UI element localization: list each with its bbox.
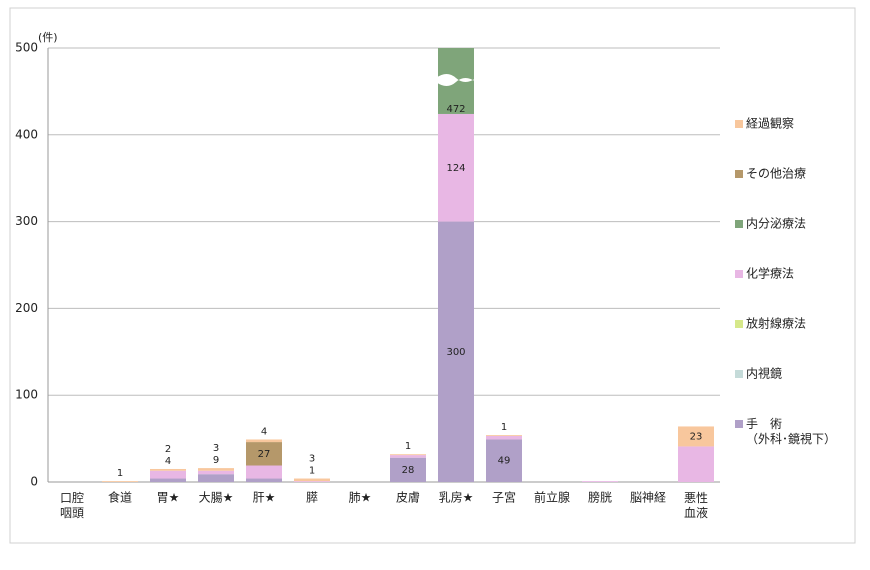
value-label: 300 xyxy=(446,347,465,358)
value-label: 27 xyxy=(258,449,271,460)
legend-swatch xyxy=(735,420,743,428)
legend-label: 放射線療法 xyxy=(746,316,806,331)
axis-break xyxy=(436,74,476,86)
legend-label: 内視鏡 xyxy=(746,366,782,381)
value-label: 1 xyxy=(501,422,507,433)
x-tick-label: 大腸★ xyxy=(199,491,234,505)
x-tick-label: 口腔咽頭 xyxy=(60,490,84,520)
value-label: 23 xyxy=(690,431,703,442)
bar-segment xyxy=(678,426,714,447)
bar-segment xyxy=(150,470,186,479)
bar-segment xyxy=(246,465,282,479)
x-tick-label: 悪性血液 xyxy=(684,491,708,520)
legend-swatch xyxy=(735,320,743,328)
y-tick-label: 200 xyxy=(15,301,38,315)
value-label: 1 xyxy=(309,466,315,477)
legend-swatch xyxy=(735,120,743,128)
x-tick-label: 脳神経 xyxy=(630,491,666,505)
value-label: 472 xyxy=(446,104,465,115)
x-tick-label: 胃★ xyxy=(157,491,180,505)
x-tick-label: 子宮 xyxy=(492,490,516,505)
x-tick-label: 皮膚 xyxy=(396,490,420,505)
x-tick-label: 膵 xyxy=(306,491,318,505)
bar-segment xyxy=(150,478,186,482)
value-label: 28 xyxy=(402,465,415,476)
bar-segment xyxy=(438,113,474,222)
bar-segment xyxy=(390,457,426,482)
bar-segment xyxy=(486,435,522,436)
bar-segment xyxy=(294,481,330,482)
value-label: 2 xyxy=(165,444,171,455)
bar-segment xyxy=(150,468,186,471)
x-tick-label: 前立腺 xyxy=(534,490,570,505)
bar-segment xyxy=(390,455,426,458)
bar-segment xyxy=(486,435,522,440)
value-label: 124 xyxy=(446,163,465,174)
legend-label: 内分泌療法 xyxy=(746,217,806,231)
legend-swatch xyxy=(735,370,743,378)
x-tick-label: 膀胱 xyxy=(588,490,612,505)
x-tick-label: 肺★ xyxy=(349,491,372,505)
bar-segment xyxy=(390,454,426,456)
x-tick-label: 乳房★ xyxy=(439,490,474,505)
x-tick-label: 肝★ xyxy=(253,491,276,505)
legend-label: 化学療法 xyxy=(746,266,794,281)
bar-segment xyxy=(582,481,618,482)
legend-label: その他治療 xyxy=(746,167,806,181)
legend-swatch xyxy=(735,270,743,278)
legend-label: 経過観察 xyxy=(746,117,794,131)
legend-swatch xyxy=(735,170,743,178)
bar-segment xyxy=(246,439,282,443)
value-label: 4 xyxy=(261,426,267,437)
bar-segment xyxy=(246,478,282,482)
y-unit: (件) xyxy=(38,31,58,44)
bar-segment xyxy=(294,478,330,482)
legend-label: 手 術（外科･鏡視下） xyxy=(746,417,836,446)
value-label: 3 xyxy=(309,454,315,465)
y-tick-label: 400 xyxy=(15,127,38,141)
bar-segment xyxy=(486,439,522,482)
chart-frame xyxy=(9,7,856,544)
bar-segment xyxy=(102,481,138,482)
value-label: 49 xyxy=(498,456,511,467)
bar-segment xyxy=(198,470,234,475)
y-tick-label: 500 xyxy=(15,41,38,55)
bar-segment xyxy=(438,221,474,482)
bar-segment xyxy=(678,446,714,482)
legend-swatch xyxy=(735,220,743,228)
value-label: 1 xyxy=(405,441,411,452)
y-tick-label: 300 xyxy=(15,214,38,228)
value-label: 3 xyxy=(213,443,219,454)
bar-segment xyxy=(246,442,282,466)
x-tick-label: 食道 xyxy=(108,490,132,505)
value-label: 9 xyxy=(213,455,219,466)
plot-area xyxy=(102,48,714,482)
value-label: 1 xyxy=(117,468,123,479)
bar-segment xyxy=(198,474,234,482)
bar-segment xyxy=(198,468,234,471)
y-tick-label: 0 xyxy=(30,475,38,489)
value-label: 4 xyxy=(165,456,171,467)
y-tick-label: 100 xyxy=(15,388,38,402)
